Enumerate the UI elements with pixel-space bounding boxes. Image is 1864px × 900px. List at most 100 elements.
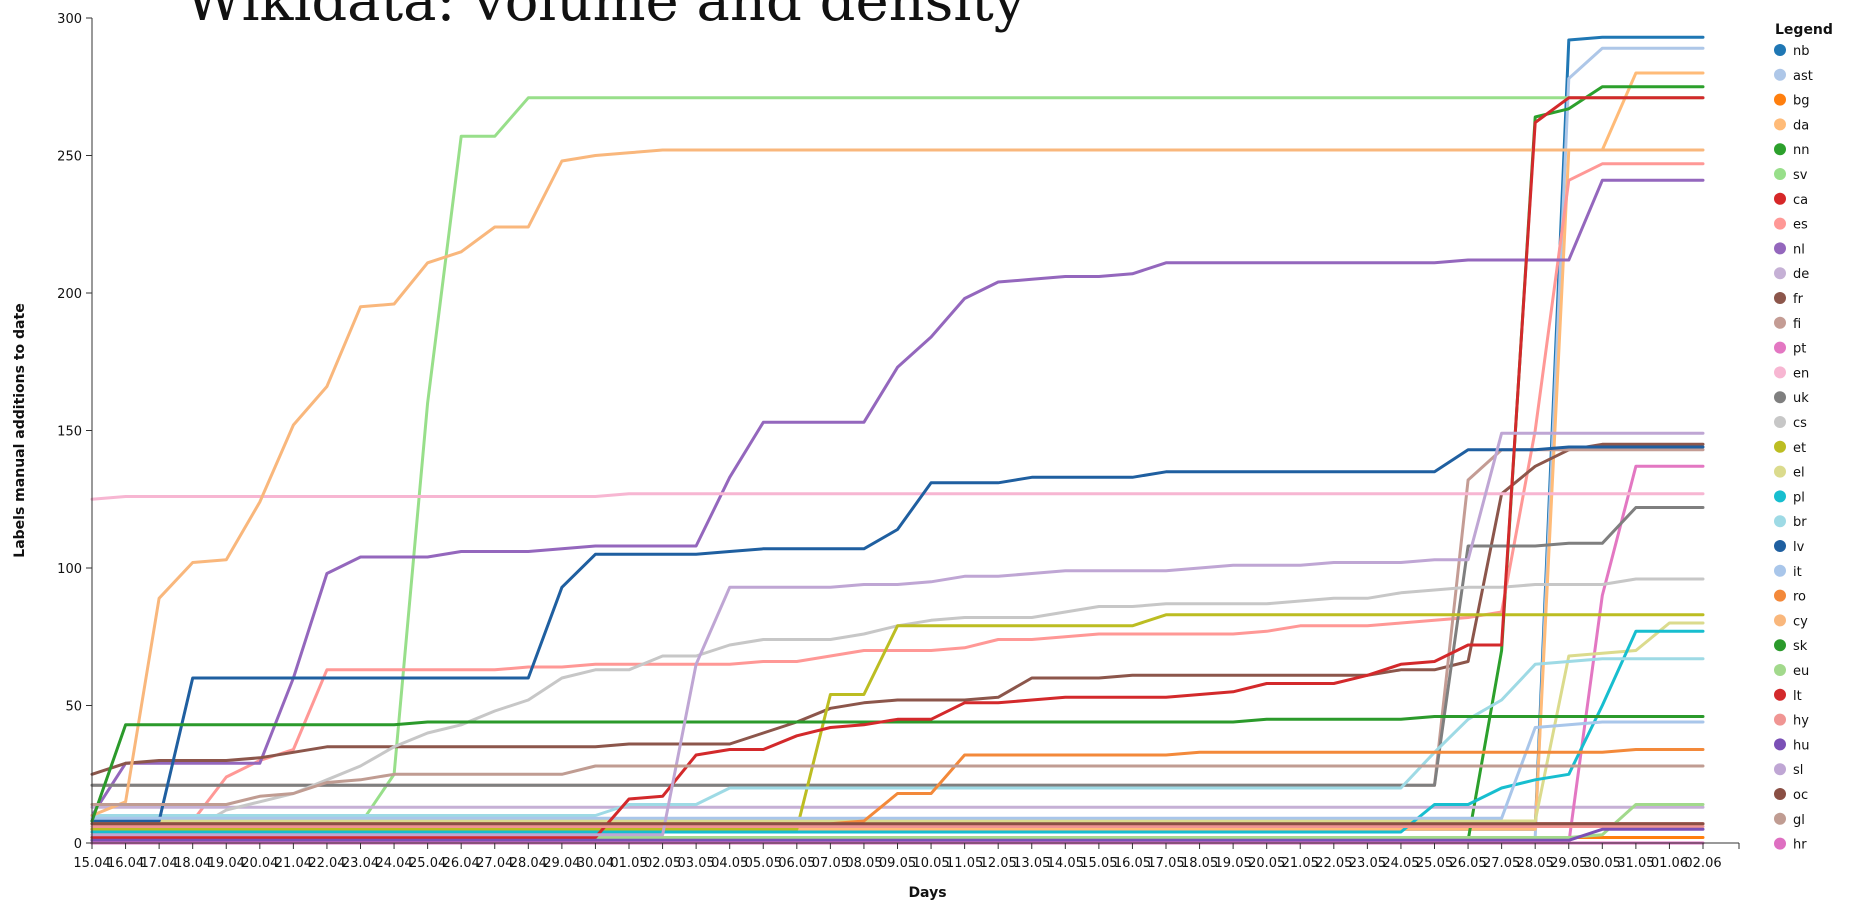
x-tick-label: 17.04 — [141, 856, 178, 871]
x-tick-label: 07.05 — [812, 856, 849, 871]
legend-label-gl: gl — [1793, 813, 1805, 828]
series-line-lt — [90, 96, 1705, 839]
x-tick-label: 15.04 — [73, 856, 110, 871]
legend-swatch-sv — [1774, 168, 1786, 180]
x-tick-label: 24.04 — [375, 856, 412, 871]
x-tick-label: 30.05 — [1584, 856, 1621, 871]
legend-label-el: el — [1793, 466, 1805, 481]
legend-swatch-hu — [1774, 738, 1786, 751]
legend-swatch-pl — [1774, 490, 1786, 503]
legend-swatch-ast — [1774, 68, 1786, 81]
legend-label-de: de — [1793, 267, 1809, 282]
legend-swatch-da — [1774, 118, 1786, 131]
x-tick-label: 13.05 — [1013, 856, 1050, 871]
legend-label-en: en — [1793, 366, 1809, 381]
legend-label-hr: hr — [1793, 838, 1807, 853]
series-line-pl — [90, 629, 1705, 834]
x-tick-label: 02.05 — [644, 856, 681, 871]
x-tick-label: 19.05 — [1215, 856, 1252, 871]
legend-label-fr: fr — [1793, 292, 1804, 307]
legend-label-hu: hu — [1793, 738, 1809, 753]
legend-label-hy: hy — [1793, 714, 1809, 729]
legend-swatch-bg — [1774, 93, 1786, 106]
x-tick-label: 02.06 — [1684, 856, 1721, 871]
legend-swatch-hy — [1774, 713, 1786, 726]
x-tick-label: 18.04 — [174, 856, 211, 871]
legend-swatch-lv — [1774, 540, 1786, 552]
legend-title: Legend — [1775, 22, 1833, 38]
x-tick-label: 29.05 — [1550, 856, 1587, 871]
legend-swatch-it — [1774, 564, 1786, 577]
series-line-cy — [90, 148, 1705, 817]
x-tick-label: 28.05 — [1517, 856, 1554, 871]
x-tick-label: 26.05 — [1449, 856, 1486, 871]
x-tick-label: 21.04 — [275, 856, 312, 871]
x-tick-label: 17.05 — [1147, 856, 1184, 871]
legend-label-ca: ca — [1793, 193, 1808, 208]
series-line-sk — [90, 715, 1705, 823]
x-tick-label: 24.05 — [1382, 856, 1419, 871]
legend-swatch-gl — [1774, 812, 1786, 825]
series-line-sv — [90, 96, 1705, 826]
x-tick-label: 01.06 — [1651, 856, 1688, 871]
legend-swatch-oc — [1774, 788, 1786, 800]
legend-swatch-sl — [1774, 763, 1786, 776]
legend-label-cs: cs — [1793, 416, 1807, 431]
legend-swatch-sk — [1774, 639, 1786, 652]
x-tick-label: 14.05 — [1047, 856, 1084, 871]
legend-swatch-eu — [1774, 664, 1786, 676]
series-line-en — [90, 492, 1705, 501]
x-tick-label: 31.05 — [1617, 856, 1654, 871]
legend-label-bg: bg — [1793, 94, 1810, 109]
y-tick-label: 200 — [57, 287, 82, 302]
x-tick-label: 08.05 — [845, 856, 882, 871]
x-tick-label: 22.05 — [1315, 856, 1352, 871]
legend-label-lv: lv — [1793, 540, 1805, 555]
series-line-gl — [90, 764, 1705, 806]
x-tick-label: 23.04 — [342, 856, 379, 871]
legend-swatch-es — [1774, 217, 1786, 230]
legend: Legend nb ast bg da nn sv ca es nl de fr fi pt en uk cs… — [1774, 22, 1833, 853]
series-line-et — [90, 613, 1705, 831]
series-line-sl — [90, 431, 1705, 837]
y-tick-label: 150 — [57, 425, 82, 440]
series-line-fr — [90, 442, 1705, 776]
legend-swatch-uk — [1774, 391, 1786, 404]
series-lines — [90, 35, 1705, 845]
legend-swatch-fi — [1774, 316, 1786, 329]
x-tick-label: 26.04 — [443, 856, 480, 871]
legend-label-nn: nn — [1793, 143, 1809, 158]
y-axis-label: Labels manual additions to date — [12, 303, 28, 557]
x-tick-label: 20.05 — [1248, 856, 1285, 871]
x-tick-label: 29.04 — [543, 856, 580, 871]
x-tick-label: 09.05 — [879, 856, 916, 871]
x-tick-label: 10.05 — [912, 856, 949, 871]
x-tick-label: 27.04 — [476, 856, 513, 871]
y-tick-label: 100 — [57, 562, 82, 577]
legend-swatch-cs — [1774, 416, 1786, 428]
legend-label-sl: sl — [1793, 763, 1803, 778]
x-tick-label: 23.05 — [1349, 856, 1386, 871]
series-line-it — [90, 720, 1705, 820]
y-tick-label: 50 — [65, 700, 82, 715]
x-tick-label: 18.05 — [1181, 856, 1218, 871]
y-tick-label: 250 — [57, 150, 82, 165]
series-line-cs — [90, 577, 1705, 831]
x-tick-label: 05.05 — [745, 856, 782, 871]
x-tick-label: 01.05 — [610, 856, 647, 871]
legend-label-sv: sv — [1793, 168, 1808, 183]
x-tick-label: 16.04 — [107, 856, 144, 871]
x-tick-label: 28.04 — [510, 856, 547, 871]
legend-label-pt: pt — [1793, 342, 1806, 357]
legend-label-nb: nb — [1793, 44, 1810, 59]
legend-label-nl: nl — [1793, 242, 1805, 257]
series-line-br — [90, 657, 1705, 817]
series-line-nl — [90, 178, 1705, 817]
x-tick-label: 03.05 — [678, 856, 715, 871]
legend-label-lt: lt — [1793, 689, 1802, 704]
legend-label-es: es — [1793, 218, 1808, 233]
chart-title: Wikidata: volume and density — [185, 0, 1026, 34]
legend-swatch-et — [1774, 440, 1786, 453]
series-line-hu — [90, 827, 1705, 842]
legend-label-sk: sk — [1793, 639, 1808, 654]
